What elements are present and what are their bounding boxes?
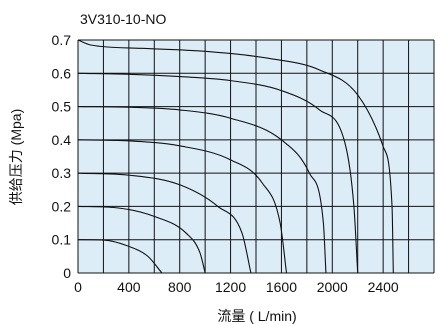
y-tick-label: 0.3	[52, 165, 72, 181]
y-axis-ticks: 0 0.1 0.2 0.3 0.4 0.5 0.6 0.7	[52, 32, 72, 281]
grid-lines	[77, 39, 435, 274]
curves	[77, 39, 394, 274]
x-axis-ticks: 0 400 800 1200 1600 2000 2400	[74, 279, 399, 295]
y-axis-label: 供给压力 (Mpa)	[8, 109, 24, 205]
pressure-curve	[77, 239, 163, 274]
x-tick-label: 1200	[215, 279, 246, 295]
pressure-curve	[77, 39, 394, 274]
y-tick-label: 0.4	[52, 132, 72, 148]
x-tick-label: 2000	[317, 279, 348, 295]
pressure-curve	[77, 205, 206, 274]
pressure-curve	[77, 72, 359, 274]
y-tick-label: 0.1	[52, 232, 72, 248]
y-tick-label: 0.5	[52, 99, 72, 115]
x-tick-label: 800	[168, 279, 192, 295]
y-tick-label: 0	[63, 265, 71, 281]
x-tick-label: 400	[117, 279, 141, 295]
x-axis-label: 流量 ( L/min)	[217, 308, 296, 324]
y-tick-label: 0.2	[52, 198, 72, 214]
x-tick-label: 1600	[266, 279, 297, 295]
y-tick-label: 0.6	[52, 65, 72, 81]
pressure-curve	[77, 106, 327, 274]
chart-title: 3V310-10-NO	[80, 11, 166, 27]
pressure-curve	[77, 172, 252, 274]
pressure-curve	[77, 139, 288, 274]
x-tick-label: 0	[74, 279, 82, 295]
y-tick-label: 0.7	[52, 32, 72, 48]
x-tick-label: 2400	[368, 279, 399, 295]
